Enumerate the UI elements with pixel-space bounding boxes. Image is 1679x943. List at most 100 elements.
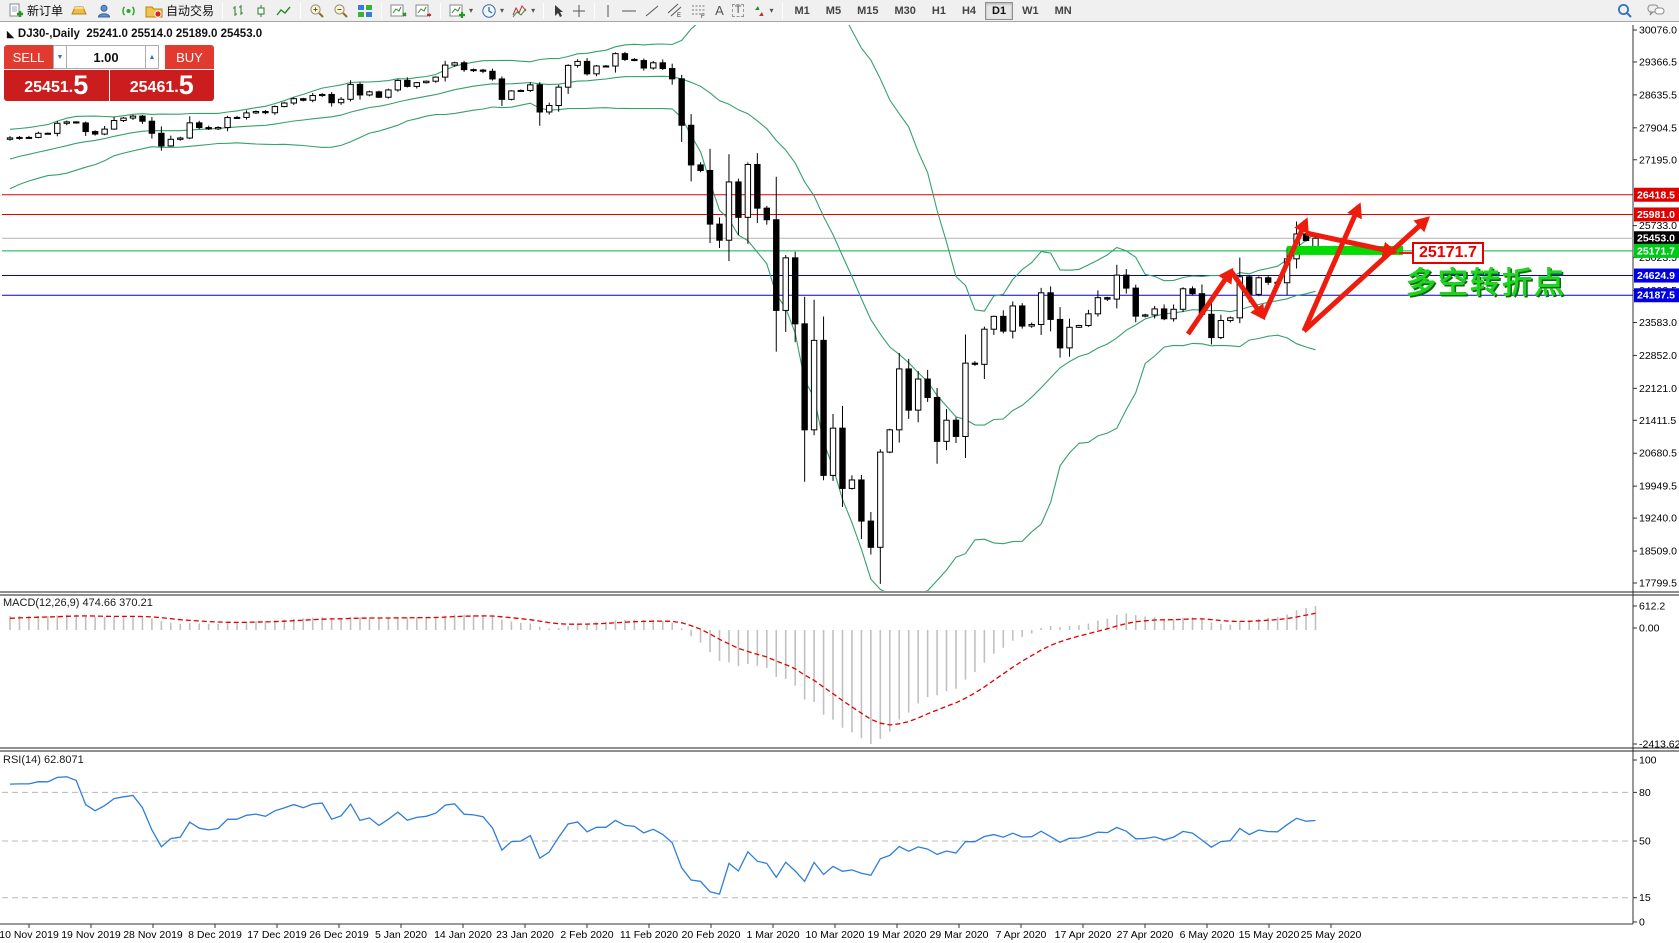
price-tag-annotation[interactable]: 25171.7 [1412, 242, 1484, 264]
arrows-button[interactable]: ▾ [748, 1, 777, 21]
trend-arrow [1185, 267, 1234, 336]
svg-text:19949.5: 19949.5 [1639, 481, 1677, 493]
new-chart-button[interactable] [386, 1, 411, 21]
rsi-level-lines [2, 791, 1633, 899]
zoom-out-button[interactable] [329, 1, 353, 21]
svg-text:22852.0: 22852.0 [1639, 350, 1677, 362]
timeframe-button-W1[interactable]: W1 [1022, 4, 1039, 17]
macd-signal-line [9, 612, 1316, 726]
trend-arrow [1305, 230, 1398, 258]
trendline-icon [645, 4, 659, 18]
svg-text:100: 100 [1639, 755, 1657, 767]
new-order-label: 新订单 [27, 4, 64, 18]
volume-input[interactable]: 1.00 [67, 45, 145, 69]
svg-text:27904.5: 27904.5 [1639, 122, 1677, 134]
chat-button[interactable] [1643, 1, 1669, 21]
buy-button[interactable]: BUY [165, 45, 214, 69]
pane-frame [0, 25, 1679, 925]
svg-text:28635.5: 28635.5 [1639, 89, 1677, 101]
ohlc-values: 25241.0 25514.0 25189.0 25453.0 [86, 28, 263, 40]
timeframe-button-H4[interactable]: H4 [961, 4, 976, 17]
line-chart-button[interactable] [272, 1, 296, 21]
text-button[interactable]: A [711, 1, 728, 21]
toolbar-separator [222, 2, 224, 19]
svg-text:25733.0: 25733.0 [1639, 220, 1677, 232]
svg-text:14 Jan 2020: 14 Jan 2020 [434, 929, 492, 941]
svg-text:25981.0: 25981.0 [1637, 209, 1675, 221]
zoom-out-icon [333, 3, 349, 19]
volume-increase-button[interactable]: ▲ [145, 45, 159, 69]
chart-shift-button[interactable] [411, 1, 436, 21]
timeframe-button-MN[interactable]: MN [1054, 4, 1072, 17]
trend-arrow [1301, 202, 1362, 333]
timeframe-button-H1[interactable]: H1 [931, 4, 946, 17]
svg-text:17799.5: 17799.5 [1639, 578, 1677, 590]
sell-price-button[interactable]: 25451. 5 [4, 70, 109, 101]
chart-annotations[interactable] [1185, 202, 1430, 336]
timeframe-button-D1[interactable]: D1 [985, 1, 1014, 20]
zoom-in-button[interactable] [305, 1, 329, 21]
periods-button[interactable]: ▾ [477, 1, 508, 21]
candlestick-chart-button[interactable] [250, 1, 272, 21]
volume-decrease-button[interactable]: ▼ [53, 45, 67, 69]
svg-text:15: 15 [1639, 892, 1651, 904]
horizontal-line-button[interactable] [617, 1, 641, 21]
timeframe-button-M1[interactable]: M1 [794, 4, 810, 17]
bar-chart-button[interactable] [227, 1, 250, 21]
svg-text:F: F [701, 14, 705, 18]
sell-price-sep: . [68, 79, 74, 96]
user-account-button[interactable] [92, 1, 116, 21]
tile-windows-button[interactable] [353, 1, 377, 21]
vertical-line-button[interactable] [599, 1, 617, 21]
timeframe-button-M30[interactable]: M30 [894, 4, 916, 17]
trend-arrow [1228, 269, 1266, 321]
new-order-icon [8, 3, 24, 18]
rsi-axis[interactable]: 100 80 50 15 0 [1633, 755, 1657, 929]
templates-button[interactable]: ▾ [445, 1, 477, 21]
pivot-text-annotation[interactable]: 多空转折点 [1406, 267, 1566, 300]
buy-price-sep: . [174, 79, 179, 96]
indicators-button[interactable]: ▾ [508, 1, 539, 21]
search-button[interactable] [1613, 1, 1637, 21]
gold-bar-icon [71, 4, 88, 17]
oneclick-toggle-icon[interactable]: ◣ [7, 29, 14, 39]
time-axis[interactable]: 10 Nov 2019 19 Nov 2019 28 Nov 2019 8 Dec 2… [0, 924, 1362, 941]
timeframe-button-M5[interactable]: M5 [825, 4, 842, 17]
tile-windows-icon [357, 4, 373, 18]
svg-text:18509.0: 18509.0 [1639, 546, 1677, 558]
text-label-button[interactable]: T [728, 1, 749, 21]
svg-text:50: 50 [1639, 836, 1651, 848]
crosshair-button[interactable] [568, 1, 590, 21]
macd-indicator-label: MACD(12,26,9) 474.66 370.21 [3, 597, 153, 609]
macd-axis[interactable]: 612.2 0.00 -2413.62 [1633, 601, 1679, 751]
svg-text:17 Dec 2019: 17 Dec 2019 [247, 929, 307, 941]
signal-button[interactable] [116, 1, 141, 21]
buy-price-button[interactable]: 25461. 5 [109, 70, 214, 101]
timeframe-button-M15[interactable]: M15 [857, 4, 879, 17]
toolbar-separator [781, 2, 783, 19]
candlestick-chart-icon [254, 4, 268, 18]
candlesticks [6, 51, 1319, 584]
new-order-button[interactable]: 新订单 [4, 1, 67, 21]
equidistant-channel-icon: E [667, 3, 683, 19]
cursor-button[interactable] [548, 1, 568, 21]
search-icon [1617, 3, 1633, 19]
svg-text:1 Mar 2020: 1 Mar 2020 [746, 929, 799, 941]
one-click-trading-panel: SELL ▼ 1.00 ▲ BUY 25451. 5 25461. 5 [4, 45, 214, 101]
fibonacci-button[interactable]: F [687, 1, 711, 21]
trendline-button[interactable] [641, 1, 663, 21]
price-axis[interactable]: 30076.0 29366.5 28635.5 27904.5 27195.0 25733… [1633, 25, 1677, 590]
bollinger-upper-line [9, 25, 1316, 312]
sell-button[interactable]: SELL [4, 45, 53, 69]
horizontal-level-lines[interactable] [2, 194, 1633, 296]
autotrading-label: 自动交易 [166, 4, 215, 18]
rsi-line [9, 776, 1316, 895]
svg-text:0: 0 [1639, 917, 1645, 929]
equidistant-channel-button[interactable]: E [663, 1, 687, 21]
svg-text:25171.7: 25171.7 [1637, 245, 1675, 257]
autotrading-button[interactable]: 自动交易 [141, 1, 218, 21]
gold-bar-button[interactable] [67, 1, 92, 21]
chevron-down-icon: ▾ [469, 6, 474, 15]
